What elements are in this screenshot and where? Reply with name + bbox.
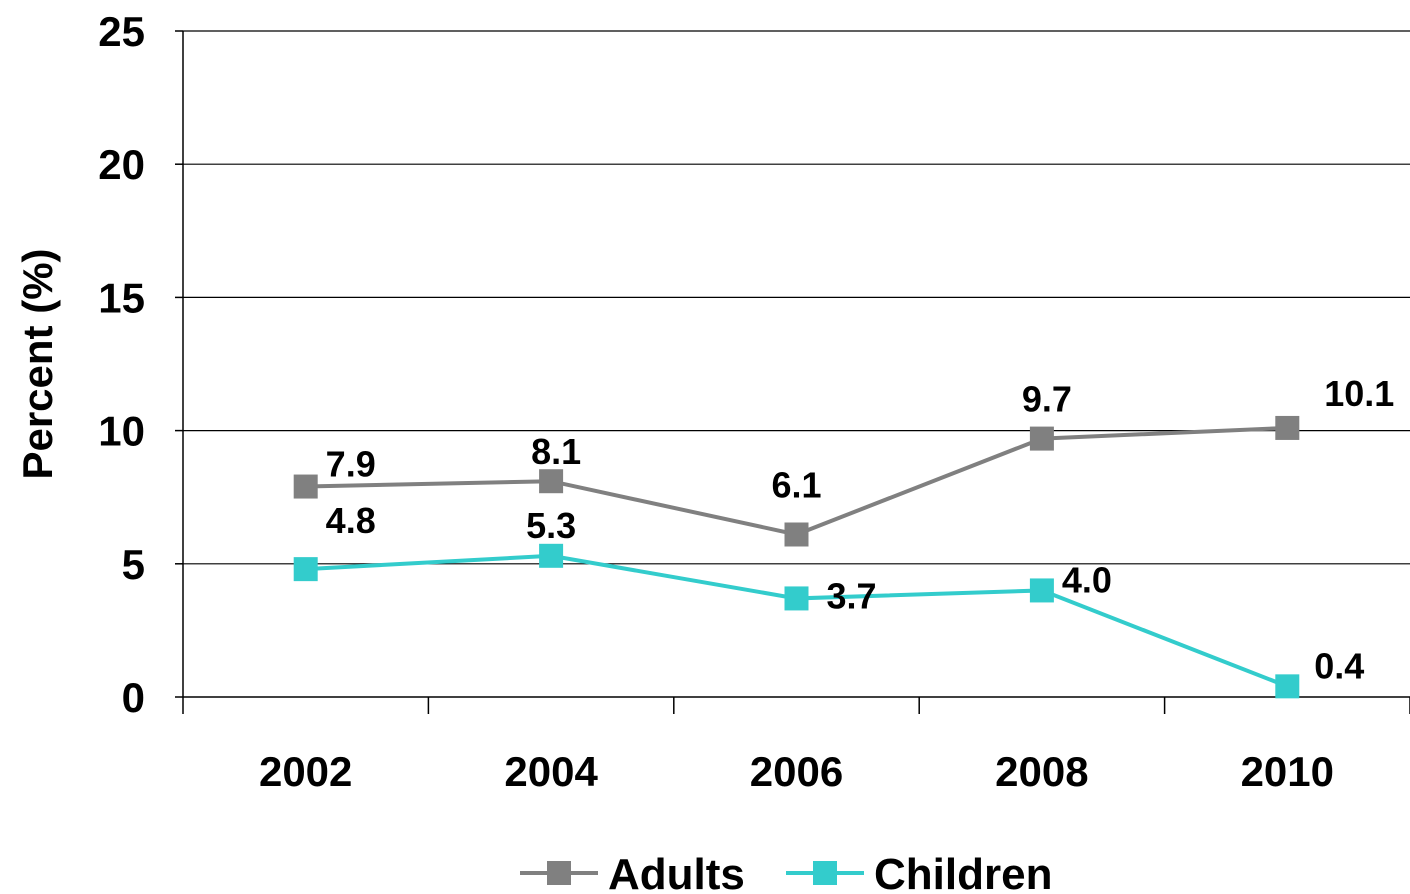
legend-label: Children xyxy=(874,850,1052,894)
x-tick-label: 2002 xyxy=(259,748,352,795)
data-point-marker xyxy=(1029,426,1054,451)
legend-item-adults: Adults xyxy=(520,850,745,894)
data-label: 9.7 xyxy=(1022,379,1072,420)
legend-marker xyxy=(547,861,571,885)
series-group: 7.9 8.1 6.1 9.7 10.1 4.8 5.3 3.7 4.0 0.4 xyxy=(293,373,1394,699)
legend-label: Adults xyxy=(608,850,745,894)
data-point-marker xyxy=(293,474,318,499)
series-line xyxy=(305,553,1289,689)
legend-item-children: Children xyxy=(786,850,1052,894)
y-axis-label: Percent (%) xyxy=(14,248,61,479)
data-label: 3.7 xyxy=(826,575,876,616)
data-point-marker xyxy=(539,469,564,494)
data-point-marker xyxy=(1275,674,1300,699)
x-tick-labels: 2002 2004 2006 2008 2010 xyxy=(182,697,1410,795)
y-tick-label: 15 xyxy=(98,274,145,321)
y-tick-label: 10 xyxy=(98,408,145,455)
data-point-marker xyxy=(784,522,809,547)
data-point-marker xyxy=(1275,415,1300,440)
x-tick-label: 2004 xyxy=(504,748,598,795)
x-tick-label: 2006 xyxy=(750,748,843,795)
data-label: 5.3 xyxy=(526,505,576,546)
data-label: 0.4 xyxy=(1314,645,1364,686)
y-tick-label: 20 xyxy=(98,141,145,188)
axes xyxy=(182,31,1410,698)
y-tick-label: 0 xyxy=(122,674,145,721)
series-adults: 7.9 8.1 6.1 9.7 10.1 xyxy=(293,373,1394,547)
data-label: 4.8 xyxy=(326,500,376,541)
data-label: 4.0 xyxy=(1062,559,1112,600)
legend-marker xyxy=(813,861,837,885)
x-tick-label: 2010 xyxy=(1241,748,1334,795)
y-tick-labels: 0 5 10 15 20 25 xyxy=(98,8,183,721)
data-point-marker xyxy=(1029,578,1054,603)
data-point-marker xyxy=(784,586,809,611)
data-label: 6.1 xyxy=(771,464,821,505)
data-point-marker xyxy=(539,543,564,568)
y-tick-label: 25 xyxy=(98,8,145,55)
legend: Adults Children xyxy=(520,850,1052,894)
data-point-marker xyxy=(293,557,318,582)
series-children: 4.8 5.3 3.7 4.0 0.4 xyxy=(293,500,1364,699)
data-label: 7.9 xyxy=(326,444,376,485)
data-label: 10.1 xyxy=(1324,373,1394,414)
x-tick-label: 2008 xyxy=(995,748,1088,795)
data-label: 8.1 xyxy=(531,431,581,472)
y-tick-label: 5 xyxy=(122,541,145,588)
